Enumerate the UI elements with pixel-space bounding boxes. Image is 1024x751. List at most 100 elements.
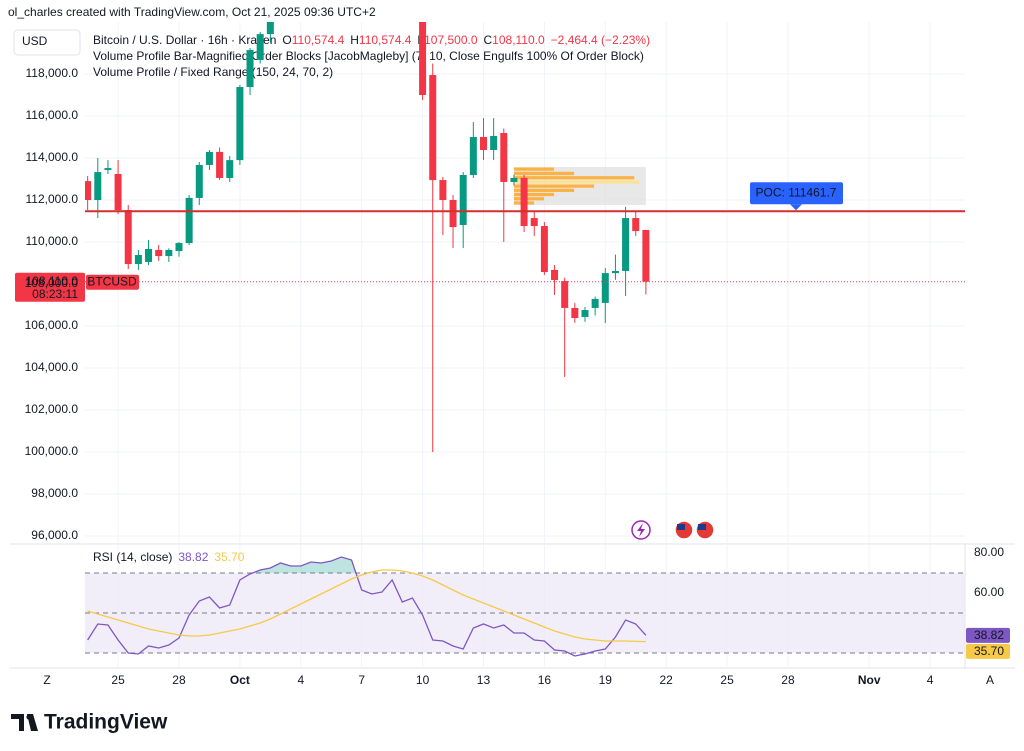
- candle-body: [611, 270, 619, 274]
- volume-profile-bar: [513, 197, 545, 201]
- volume-profile-bar: [513, 184, 595, 188]
- candle-body: [500, 133, 508, 182]
- currency-box[interactable]: [13, 29, 81, 56]
- y-tick-label: 110,000.0: [26, 234, 79, 248]
- candle-body: [622, 218, 630, 271]
- candle-body: [642, 229, 650, 282]
- candle-body: [175, 243, 183, 252]
- candle-body: [85, 181, 92, 200]
- candle-body: [94, 172, 102, 200]
- rsi-legend: RSI (14, close) 38.82 35.70: [93, 550, 245, 564]
- x-tick-label: 4: [927, 673, 934, 687]
- indicator-legend: Volume Profile Bar-Magnified Order Block…: [93, 49, 644, 63]
- rsi-badge-label: 38.82: [974, 628, 1004, 642]
- x-tick-label: 7: [358, 673, 365, 687]
- candle-body: [124, 210, 132, 265]
- rsi-value: 35.70: [214, 550, 244, 564]
- x-tick-label: Nov: [858, 673, 881, 687]
- candle-body: [581, 310, 589, 317]
- volume-profile-bar: [513, 171, 575, 176]
- currency[interactable]: USD: [22, 34, 48, 48]
- overlay: POC: 111461.7 108,110.008:23:11 BTCUSD: [15, 182, 965, 302]
- candle-body: [195, 164, 203, 198]
- y-tick-label: 116,000.0: [26, 108, 79, 122]
- poc-label-box: [750, 182, 843, 205]
- candle-body: [551, 269, 559, 281]
- volume-profile-bar: [513, 176, 635, 180]
- symbol-badge: [86, 274, 139, 290]
- logo-mark: [26, 714, 32, 720]
- symbol-legend: Bitcoin / U.S. Dollar · 16h · Kraken O 110…: [93, 33, 650, 47]
- y-tick-label: 100,000.0: [25, 444, 79, 458]
- candle-body: [145, 248, 153, 262]
- flag-detail: [698, 524, 706, 530]
- candle-body: [601, 273, 609, 303]
- volume-profile-bar: [513, 188, 575, 192]
- candle-body: [185, 197, 193, 244]
- rsi-pane: 80.00 60.00 RSI (14, close) 38.82 35.70 38.82…: [85, 545, 1010, 659]
- candle-body: [104, 168, 112, 170]
- candle-body: [479, 136, 487, 151]
- candle-body: [540, 226, 548, 273]
- ohlc-value: 110,574.4: [359, 33, 412, 47]
- candle-body: [266, 22, 274, 35]
- candle-body: [165, 249, 173, 257]
- candle-body: [134, 255, 142, 265]
- y-tick-label: 104,000.0: [25, 360, 79, 374]
- candle-body: [216, 151, 224, 178]
- event-icons: [631, 520, 715, 540]
- candle-body: [459, 175, 467, 225]
- poc-pointer: [790, 204, 802, 211]
- volume-profile-bar: [513, 192, 555, 197]
- candle-body: [419, 22, 427, 95]
- y-tick-label: 102,000.0: [25, 402, 79, 416]
- flag-detail: [677, 524, 685, 530]
- symbol: Bitcoin / U.S. Dollar · 16h · Kraken: [93, 33, 276, 47]
- last-price-box: [15, 272, 85, 302]
- ohlc-key: O: [282, 33, 291, 47]
- volume-profile-bar: [513, 180, 640, 184]
- ohlc-value: 107,500.0: [424, 33, 478, 47]
- button[interactable]: Z: [43, 673, 50, 687]
- candle-body: [246, 50, 254, 88]
- legend: USD Bitcoin / U.S. Dollar · 16h · Kraken…: [13, 29, 650, 79]
- y-tick-label: 96,000.0: [31, 528, 78, 542]
- symbol-badge-label: BTCUSD: [87, 274, 137, 288]
- candle-body: [490, 135, 498, 151]
- grid: [85, 22, 965, 668]
- rsi-title: RSI (14, close): [93, 550, 172, 564]
- x-tick-label: 28: [781, 673, 795, 687]
- x-tick-label: 25: [111, 673, 125, 687]
- rsi-value: 38.82: [178, 550, 208, 564]
- ohlc-key: C: [484, 33, 493, 47]
- candle-body: [236, 87, 244, 161]
- last-price-label: 108,110.0: [26, 274, 79, 288]
- candle-body: [439, 180, 447, 200]
- logo: TradingView: [11, 711, 168, 734]
- x-tick-label: 22: [660, 673, 674, 687]
- rsi-tick-label: 60.00: [974, 585, 1004, 599]
- rsi-line: [87, 569, 646, 643]
- y-tick-label: 106,000.0: [25, 318, 79, 332]
- x-tick-label: 4: [297, 673, 304, 687]
- button[interactable]: A: [986, 673, 994, 687]
- y-tick-label: 114,000.0: [26, 150, 79, 164]
- candle-body: [114, 173, 122, 211]
- ohlc-key: H: [350, 33, 359, 47]
- ohlc-value: 108,110.0: [492, 33, 545, 47]
- price-pane: [85, 22, 650, 453]
- x-tick-label: 13: [477, 673, 491, 687]
- poc-label: POC: 111461.7: [756, 185, 837, 199]
- volume-profile-bar: [513, 167, 555, 171]
- y-tick-label: 98,000.0: [31, 486, 78, 500]
- event-icon: [637, 523, 645, 537]
- logo-mark: [11, 714, 38, 731]
- rsi-badge: [966, 627, 1010, 643]
- candle-body: [256, 34, 264, 60]
- rsi-line: [87, 556, 647, 657]
- candle-body: [632, 218, 640, 232]
- logo-text: TradingView: [44, 711, 168, 734]
- rsi-tick-label: 80.00: [974, 545, 1004, 559]
